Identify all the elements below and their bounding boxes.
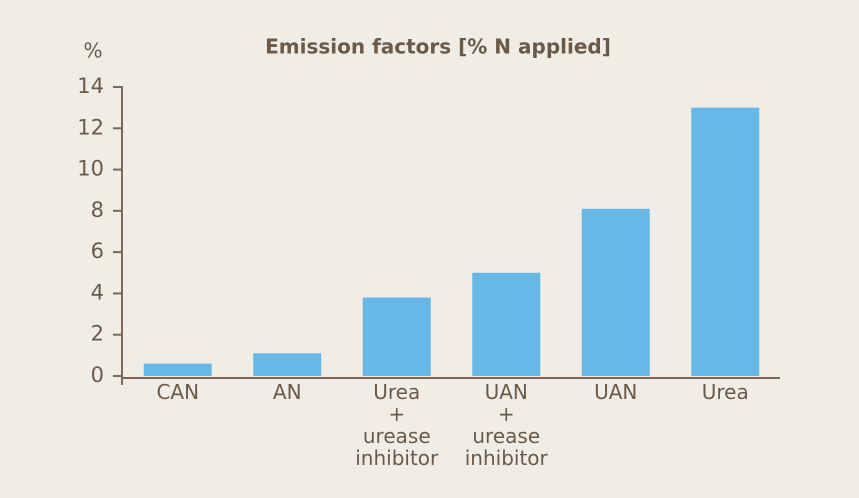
y-tick-label: 12 bbox=[77, 115, 104, 139]
chart-title: Emission factors [% N applied] bbox=[265, 35, 611, 59]
bar bbox=[472, 272, 541, 376]
x-tick-label: UAN + urease inhibitor bbox=[464, 380, 548, 470]
x-tick-label: Urea bbox=[701, 380, 749, 404]
y-tick-label: 8 bbox=[91, 198, 104, 222]
x-tick-label: UAN bbox=[594, 380, 638, 404]
bar bbox=[691, 107, 760, 377]
x-tick-label: CAN bbox=[156, 380, 200, 404]
bar bbox=[581, 208, 650, 376]
bar bbox=[143, 363, 212, 376]
x-tick-label: AN bbox=[272, 380, 302, 404]
y-tick-label: 2 bbox=[91, 322, 104, 346]
bar bbox=[253, 353, 322, 376]
y-tick-label: 10 bbox=[77, 157, 104, 181]
y-tick-label: 6 bbox=[91, 239, 104, 263]
bar bbox=[362, 297, 431, 376]
y-tick-label: 4 bbox=[91, 280, 104, 304]
y-axis-label: % bbox=[83, 39, 102, 63]
y-tick-label: 0 bbox=[91, 363, 104, 387]
x-tick-label: Urea + urease inhibitor bbox=[355, 380, 439, 470]
y-tick-label: 14 bbox=[77, 74, 104, 98]
